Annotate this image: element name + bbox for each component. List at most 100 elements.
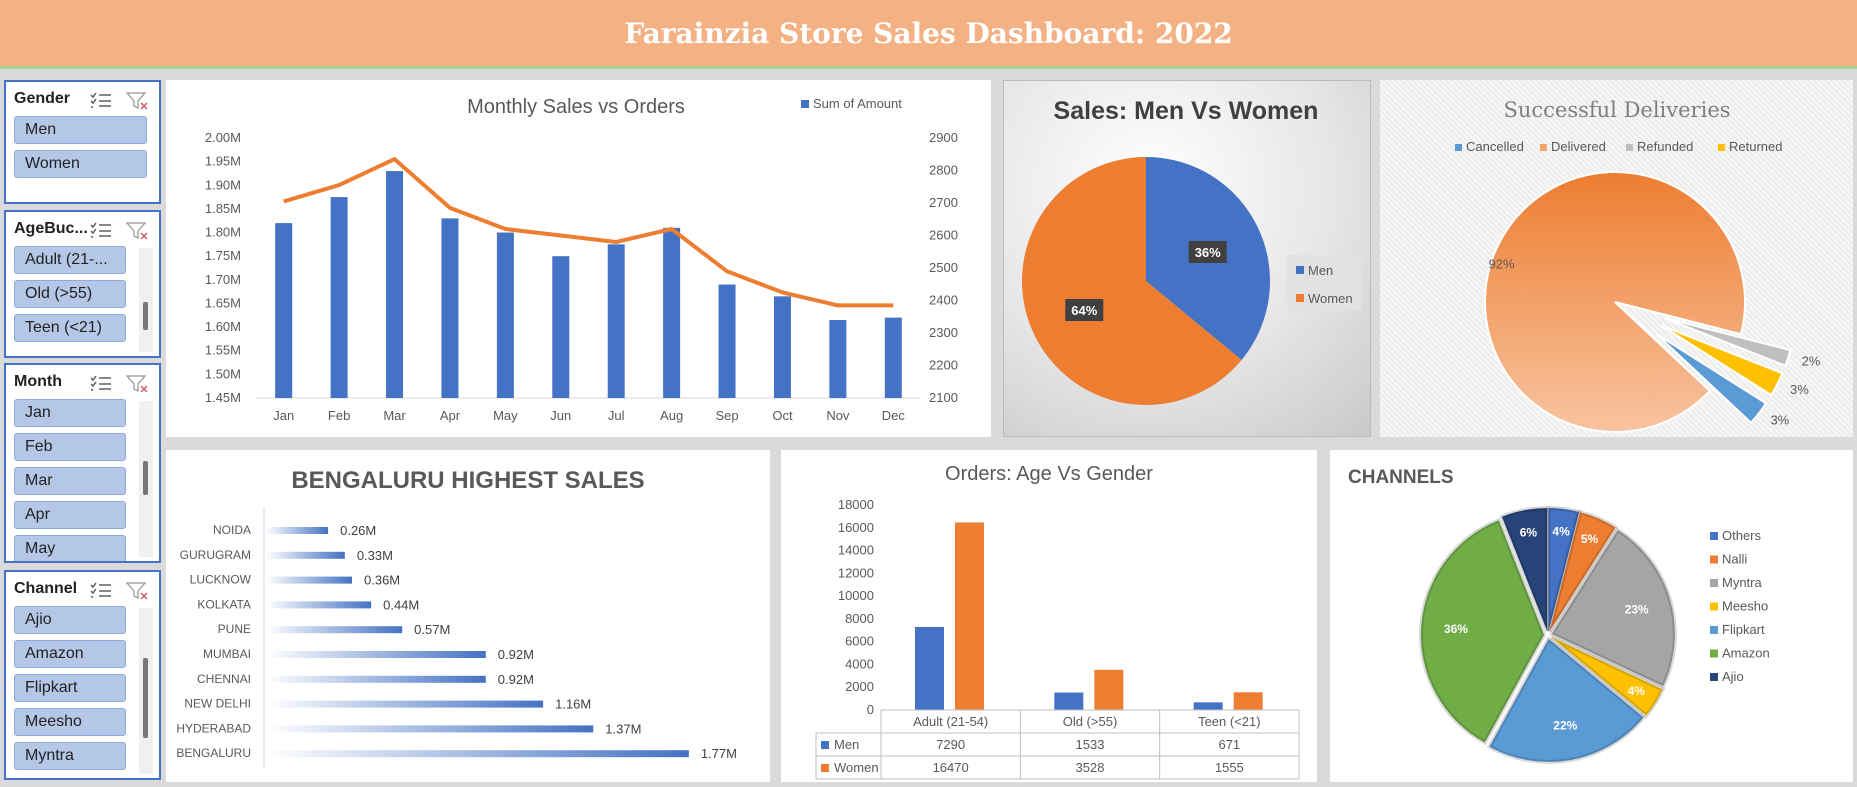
city-bar bbox=[266, 527, 329, 534]
slicer-item[interactable]: Old (>55) bbox=[14, 280, 126, 308]
table-cell: 3528 bbox=[1076, 760, 1105, 775]
legend-swatch bbox=[1710, 555, 1718, 564]
table-header: Adult (21-54) bbox=[913, 714, 988, 729]
y-right-tick: 2900 bbox=[929, 130, 958, 145]
sales-bar bbox=[441, 218, 459, 398]
slicer-scroll-thumb[interactable] bbox=[143, 658, 148, 738]
slicer-item[interactable]: Apr bbox=[14, 501, 126, 529]
slicer-item[interactable]: Flipkart bbox=[14, 674, 126, 702]
slicer-item[interactable]: Adult (21-... bbox=[14, 246, 126, 274]
data-label: 0.92M bbox=[498, 647, 534, 662]
category-label: PUNE bbox=[218, 622, 251, 636]
y-tick: 8000 bbox=[845, 611, 874, 626]
agebucket-slicer[interactable]: AgeBuc... Adult (21-... Old (>55) Teen (<21… bbox=[4, 210, 161, 358]
category-label: HYDERABAD bbox=[176, 721, 251, 735]
slicer-scroll-thumb[interactable] bbox=[143, 302, 148, 330]
slicer-item[interactable]: Jan bbox=[14, 399, 126, 427]
slicer-item[interactable]: Feb bbox=[14, 433, 126, 461]
slicer-item[interactable]: Men bbox=[14, 116, 147, 144]
legend-swatch bbox=[1710, 673, 1718, 681]
slicer-scrollbar[interactable] bbox=[139, 608, 153, 774]
clear-filter-icon[interactable] bbox=[125, 92, 150, 115]
y-left-tick: 1.55M bbox=[205, 343, 241, 358]
gender-slicer[interactable]: Gender Men Women bbox=[4, 80, 161, 204]
data-label: 92% bbox=[1489, 257, 1515, 272]
data-label: 4% bbox=[1552, 524, 1570, 538]
y-tick: 2000 bbox=[845, 679, 874, 694]
city-bar bbox=[266, 675, 486, 683]
y-right-tick: 2800 bbox=[929, 163, 958, 178]
data-label: 1.16M bbox=[555, 697, 591, 712]
legend-label: Amazon bbox=[1722, 646, 1770, 661]
y-left-tick: 1.45M bbox=[205, 390, 241, 405]
category-label: LUCKNOW bbox=[190, 573, 252, 587]
chart-title: Orders: Age Vs Gender bbox=[945, 463, 1153, 485]
x-tick: Dec bbox=[882, 408, 906, 423]
y-tick: 16000 bbox=[838, 520, 874, 535]
slicer-scrollbar[interactable] bbox=[139, 248, 153, 352]
slicer-header: Gender bbox=[6, 82, 159, 116]
pie-slice bbox=[1499, 506, 1550, 632]
y-right-tick: 2300 bbox=[929, 325, 958, 340]
chart-title: Successful Deliveries bbox=[1503, 98, 1730, 122]
chart-title: BENGALURU HIGHEST SALES bbox=[291, 467, 644, 494]
data-label: 22% bbox=[1553, 719, 1577, 733]
slicer-item[interactable]: May bbox=[14, 535, 126, 561]
data-label: 64% bbox=[1071, 303, 1097, 318]
slicer-item[interactable]: Mar bbox=[14, 467, 126, 495]
table-cell: 1533 bbox=[1076, 737, 1105, 752]
slicer-item[interactable]: Ajio bbox=[14, 606, 126, 634]
slicer-item[interactable]: Meesho bbox=[14, 708, 126, 736]
channels-panel: CHANNELS 4% 5% 23% 4% 22% 36% 6% Others Nalli Mynt… bbox=[1330, 450, 1853, 782]
age-gender-chart: Orders: Age Vs Gender 0 2000 4000 6000 8000 10… bbox=[815, 463, 1300, 780]
table-cell: 1555 bbox=[1215, 760, 1244, 775]
table-cell: 671 bbox=[1218, 737, 1240, 752]
legend-swatch bbox=[1710, 626, 1718, 634]
y-left-tick: 1.80M bbox=[205, 225, 241, 240]
x-tick: Jan bbox=[273, 408, 294, 423]
category-label: NOIDA bbox=[213, 523, 251, 537]
clear-filter-icon[interactable] bbox=[125, 222, 150, 245]
pie-slice bbox=[1664, 317, 1792, 367]
data-label: 36% bbox=[1195, 245, 1221, 260]
slicer-item[interactable]: Teen (<21) bbox=[14, 314, 126, 342]
monthly-sales-panel: Monthly Sales vs Orders Sum of Amount 1.45… bbox=[166, 80, 991, 437]
multi-select-icon[interactable] bbox=[90, 582, 112, 603]
age-gender-bar bbox=[1193, 702, 1223, 710]
city-sales-chart: BENGALURU HIGHEST SALES NOIDA 0.26M GURUGRA… bbox=[176, 467, 737, 768]
men-women-panel: Sales: Men Vs Women 36% 64% Men Women bbox=[1003, 80, 1371, 437]
legend-label: Delivered bbox=[1551, 139, 1606, 154]
legend-swatch bbox=[1455, 144, 1462, 151]
age-gender-bar bbox=[1054, 692, 1084, 710]
legend-swatch bbox=[801, 100, 809, 108]
pie-slice bbox=[1550, 635, 1666, 719]
multi-select-icon[interactable] bbox=[90, 92, 112, 113]
table-row-label: Men bbox=[834, 737, 859, 752]
men-women-pie-chart: Sales: Men Vs Women 36% 64% Men Women bbox=[1021, 97, 1361, 406]
multi-select-icon[interactable] bbox=[90, 375, 112, 396]
monthly-sales-chart: Monthly Sales vs Orders Sum of Amount 1.45… bbox=[205, 96, 958, 423]
pie-slice bbox=[1660, 324, 1784, 397]
multi-select-icon[interactable] bbox=[90, 222, 112, 243]
slicer-item[interactable]: Women bbox=[14, 150, 147, 178]
month-slicer[interactable]: Month Jan Feb Mar Apr May bbox=[4, 363, 161, 563]
clear-filter-icon[interactable] bbox=[125, 582, 150, 605]
slicer-scrollbar[interactable] bbox=[139, 401, 153, 557]
clear-filter-icon[interactable] bbox=[125, 375, 150, 398]
age-gender-bar bbox=[1233, 692, 1263, 710]
chart-title: CHANNELS bbox=[1348, 467, 1454, 488]
y-tick: 12000 bbox=[838, 565, 874, 580]
legend-label: Women bbox=[1308, 291, 1353, 306]
pie-slice bbox=[1419, 517, 1547, 746]
slicer-header: AgeBuc... bbox=[6, 212, 159, 246]
data-label: 1.77M bbox=[701, 746, 737, 761]
channel-slicer[interactable]: Channel Ajio Amazon Flipkart Meesho Myntra bbox=[4, 570, 161, 780]
slicer-item[interactable]: Amazon bbox=[14, 640, 126, 668]
legend-swatch bbox=[1710, 602, 1718, 611]
data-label: 4% bbox=[1628, 684, 1646, 698]
y-left-tick: 1.65M bbox=[205, 295, 241, 310]
slicer-scroll-thumb[interactable] bbox=[143, 461, 148, 495]
slicer-item[interactable]: Myntra bbox=[14, 742, 126, 770]
legend-label: Myntra bbox=[1722, 575, 1763, 590]
y-left-tick: 1.95M bbox=[205, 154, 241, 169]
